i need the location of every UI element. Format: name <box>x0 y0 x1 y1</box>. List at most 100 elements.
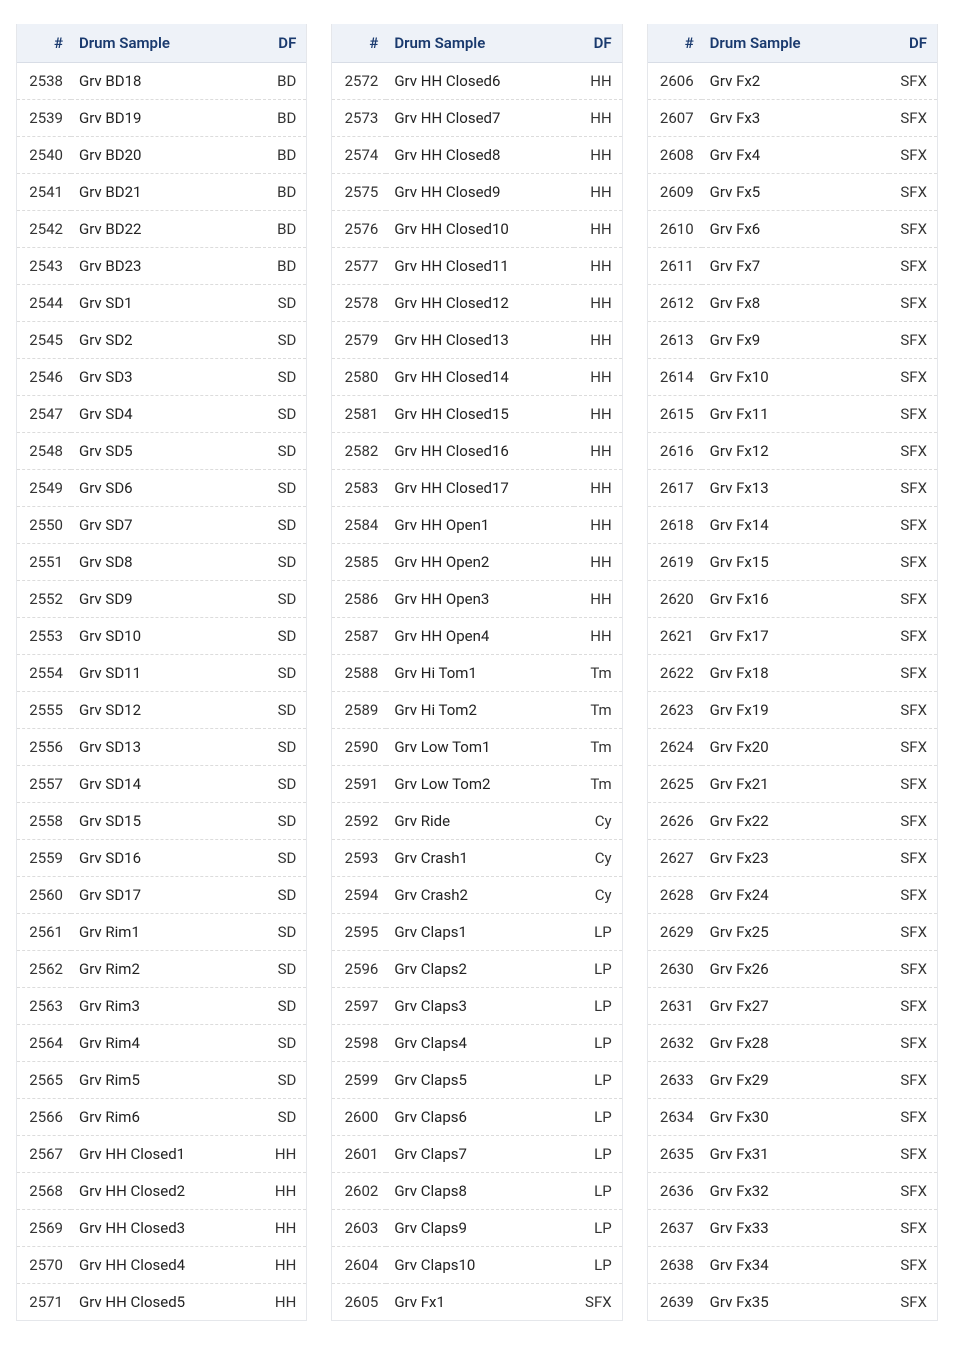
cell-sample: Grv Ride <box>386 803 573 840</box>
table-row: 2586Grv HH Open3HH <box>332 581 621 618</box>
cell-num: 2639 <box>648 1284 702 1321</box>
cell-df: SFX <box>889 359 937 396</box>
table-row: 2581Grv HH Closed15HH <box>332 396 621 433</box>
cell-sample: Grv SD17 <box>71 877 258 914</box>
cell-sample: Grv SD4 <box>71 396 258 433</box>
table-row: 2623Grv Fx19SFX <box>648 692 937 729</box>
cell-sample: Grv Claps4 <box>386 1025 573 1062</box>
cell-num: 2547 <box>17 396 71 433</box>
cell-sample: Grv HH Closed17 <box>386 470 573 507</box>
cell-num: 2564 <box>17 1025 71 1062</box>
cell-df: HH <box>574 433 622 470</box>
column-header-sample: Drum Sample <box>386 24 573 63</box>
cell-num: 2569 <box>17 1210 71 1247</box>
cell-num: 2587 <box>332 618 386 655</box>
cell-num: 2606 <box>648 63 702 100</box>
cell-sample: Grv Fx20 <box>702 729 889 766</box>
cell-num: 2588 <box>332 655 386 692</box>
cell-num: 2620 <box>648 581 702 618</box>
table-row: 2568Grv HH Closed2HH <box>17 1173 306 1210</box>
cell-df: SFX <box>889 470 937 507</box>
cell-df: LP <box>574 1062 622 1099</box>
table-row: 2579Grv HH Closed13HH <box>332 322 621 359</box>
table-row: 2562Grv Rim2SD <box>17 951 306 988</box>
cell-df: HH <box>574 507 622 544</box>
cell-sample: Grv Fx16 <box>702 581 889 618</box>
cell-sample: Grv HH Closed6 <box>386 63 573 100</box>
cell-df: SD <box>258 359 306 396</box>
cell-df: Tm <box>574 729 622 766</box>
drum-sample-table: #Drum SampleDF2538Grv BD18BD2539Grv BD19… <box>17 24 306 1320</box>
cell-sample: Grv Claps2 <box>386 951 573 988</box>
cell-df: SFX <box>889 100 937 137</box>
column-header-sample: Drum Sample <box>71 24 258 63</box>
cell-df: SFX <box>889 248 937 285</box>
cell-sample: Grv SD6 <box>71 470 258 507</box>
table-row: 2624Grv Fx20SFX <box>648 729 937 766</box>
cell-num: 2580 <box>332 359 386 396</box>
cell-num: 2573 <box>332 100 386 137</box>
cell-num: 2566 <box>17 1099 71 1136</box>
cell-sample: Grv Fx18 <box>702 655 889 692</box>
cell-df: SD <box>258 988 306 1025</box>
table-row: 2577Grv HH Closed11HH <box>332 248 621 285</box>
table-row: 2593Grv Crash1Cy <box>332 840 621 877</box>
cell-sample: Grv HH Closed3 <box>71 1210 258 1247</box>
table-row: 2607Grv Fx3SFX <box>648 100 937 137</box>
table-row: 2575Grv HH Closed9HH <box>332 174 621 211</box>
cell-sample: Grv HH Closed5 <box>71 1284 258 1321</box>
cell-num: 2563 <box>17 988 71 1025</box>
drum-sample-table: #Drum SampleDF2606Grv Fx2SFX2607Grv Fx3S… <box>648 24 937 1320</box>
cell-sample: Grv Fx15 <box>702 544 889 581</box>
table-row: 2621Grv Fx17SFX <box>648 618 937 655</box>
cell-df: HH <box>574 544 622 581</box>
cell-num: 2636 <box>648 1173 702 1210</box>
cell-num: 2551 <box>17 544 71 581</box>
cell-df: HH <box>574 618 622 655</box>
cell-df: Cy <box>574 877 622 914</box>
table-row: 2547Grv SD4SD <box>17 396 306 433</box>
cell-sample: Grv Rim4 <box>71 1025 258 1062</box>
cell-num: 2574 <box>332 137 386 174</box>
table-row: 2606Grv Fx2SFX <box>648 63 937 100</box>
table-row: 2561Grv Rim1SD <box>17 914 306 951</box>
cell-sample: Grv SD10 <box>71 618 258 655</box>
cell-num: 2595 <box>332 914 386 951</box>
table-row: 2569Grv HH Closed3HH <box>17 1210 306 1247</box>
table-row: 2610Grv Fx6SFX <box>648 211 937 248</box>
cell-sample: Grv Claps5 <box>386 1062 573 1099</box>
table-row: 2591Grv Low Tom2Tm <box>332 766 621 803</box>
cell-df: HH <box>574 285 622 322</box>
cell-df: SFX <box>889 1025 937 1062</box>
cell-num: 2584 <box>332 507 386 544</box>
table-row: 2630Grv Fx26SFX <box>648 951 937 988</box>
cell-df: SFX <box>889 507 937 544</box>
cell-df: LP <box>574 1025 622 1062</box>
cell-sample: Grv Fx21 <box>702 766 889 803</box>
table-row: 2567Grv HH Closed1HH <box>17 1136 306 1173</box>
cell-sample: Grv Claps6 <box>386 1099 573 1136</box>
table-row: 2564Grv Rim4SD <box>17 1025 306 1062</box>
table-row: 2578Grv HH Closed12HH <box>332 285 621 322</box>
table-row: 2618Grv Fx14SFX <box>648 507 937 544</box>
cell-df: SD <box>258 914 306 951</box>
cell-sample: Grv Rim5 <box>71 1062 258 1099</box>
cell-sample: Grv SD2 <box>71 322 258 359</box>
cell-num: 2601 <box>332 1136 386 1173</box>
table-row: 2611Grv Fx7SFX <box>648 248 937 285</box>
table-row: 2598Grv Claps4LP <box>332 1025 621 1062</box>
drum-sample-table: #Drum SampleDF2572Grv HH Closed6HH2573Gr… <box>332 24 621 1320</box>
cell-num: 2586 <box>332 581 386 618</box>
cell-df: HH <box>258 1210 306 1247</box>
table-row: 2600Grv Claps6LP <box>332 1099 621 1136</box>
cell-num: 2602 <box>332 1173 386 1210</box>
cell-sample: Grv HH Open3 <box>386 581 573 618</box>
cell-df: SFX <box>889 1284 937 1321</box>
table-row: 2617Grv Fx13SFX <box>648 470 937 507</box>
table-row: 2608Grv Fx4SFX <box>648 137 937 174</box>
cell-sample: Grv Fx3 <box>702 100 889 137</box>
cell-num: 2612 <box>648 285 702 322</box>
cell-num: 2590 <box>332 729 386 766</box>
cell-df: SFX <box>889 544 937 581</box>
cell-num: 2571 <box>17 1284 71 1321</box>
